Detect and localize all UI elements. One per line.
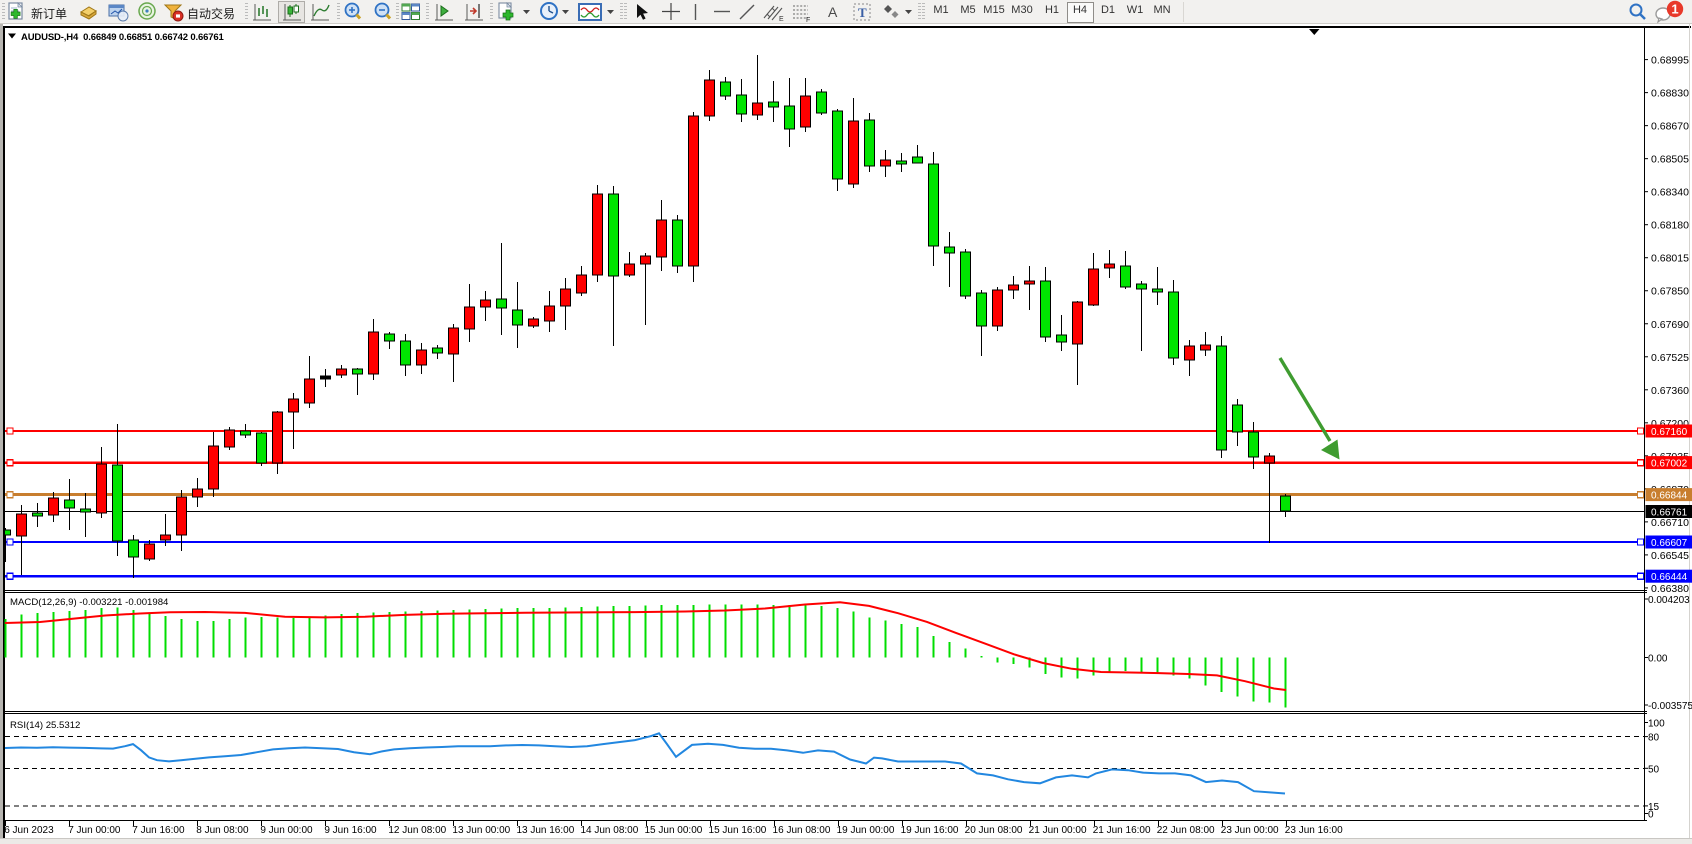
svg-text:T: T xyxy=(858,5,867,20)
svg-text:0: 0 xyxy=(1648,810,1654,821)
svg-text:9 Jun 16:00: 9 Jun 16:00 xyxy=(324,825,377,836)
svg-text:8 Jun 08:00: 8 Jun 08:00 xyxy=(196,825,249,836)
svg-text:6 Jun 2023: 6 Jun 2023 xyxy=(4,825,54,836)
svg-text:13 Jun 00:00: 13 Jun 00:00 xyxy=(452,825,510,836)
svg-text:15: 15 xyxy=(1648,802,1660,813)
svg-text:0.67690: 0.67690 xyxy=(1651,319,1689,331)
svg-text:0.67525: 0.67525 xyxy=(1651,352,1689,364)
svg-text:21 Jun 16:00: 21 Jun 16:00 xyxy=(1093,825,1151,836)
svg-text:80: 80 xyxy=(1648,733,1660,744)
svg-text:21 Jun 00:00: 21 Jun 00:00 xyxy=(1029,825,1087,836)
svg-text:A: A xyxy=(828,4,838,20)
svg-text:0.004203: 0.004203 xyxy=(1648,595,1690,606)
svg-text:0.67160: 0.67160 xyxy=(1651,427,1688,438)
svg-text:19 Jun 00:00: 19 Jun 00:00 xyxy=(837,825,895,836)
svg-text:7 Jun 00:00: 7 Jun 00:00 xyxy=(68,825,121,836)
svg-text:22 Jun 08:00: 22 Jun 08:00 xyxy=(1157,825,1215,836)
svg-text:15 Jun 00:00: 15 Jun 00:00 xyxy=(645,825,703,836)
svg-text:0.68340: 0.68340 xyxy=(1651,187,1689,199)
svg-text:-0.003575: -0.003575 xyxy=(1648,701,1692,712)
svg-text:16 Jun 08:00: 16 Jun 08:00 xyxy=(773,825,831,836)
svg-text:100: 100 xyxy=(1648,719,1665,730)
svg-text:1: 1 xyxy=(1671,2,1678,17)
svg-text:0.00: 0.00 xyxy=(1648,654,1668,665)
svg-text:0.67002: 0.67002 xyxy=(1651,459,1688,470)
svg-text:23 Jun 00:00: 23 Jun 00:00 xyxy=(1221,825,1279,836)
svg-text:20 Jun 08:00: 20 Jun 08:00 xyxy=(965,825,1023,836)
svg-text:15 Jun 16:00: 15 Jun 16:00 xyxy=(709,825,767,836)
svg-text:0.68505: 0.68505 xyxy=(1651,154,1689,166)
svg-text:14 Jun 08:00: 14 Jun 08:00 xyxy=(580,825,638,836)
svg-text:F: F xyxy=(806,17,810,24)
svg-text:0.68995: 0.68995 xyxy=(1651,55,1689,67)
svg-text:RSI(14) 25.5312: RSI(14) 25.5312 xyxy=(10,720,80,731)
svg-text:AUDUSD-,H4 0.66849 0.66851 0.: AUDUSD-,H4 0.66849 0.66851 0.66742 0.667… xyxy=(21,32,225,43)
svg-text:0.66545: 0.66545 xyxy=(1651,550,1689,562)
svg-text:23 Jun 16:00: 23 Jun 16:00 xyxy=(1285,825,1343,836)
svg-text:0.68180: 0.68180 xyxy=(1651,220,1689,232)
svg-text:MACD(12,26,9) -0.003221 -0.001: MACD(12,26,9) -0.003221 -0.001984 xyxy=(10,597,169,608)
svg-text:12 Jun 08:00: 12 Jun 08:00 xyxy=(388,825,446,836)
svg-text:19 Jun 16:00: 19 Jun 16:00 xyxy=(901,825,959,836)
svg-text:0.67360: 0.67360 xyxy=(1651,385,1689,397)
svg-text:0.66607: 0.66607 xyxy=(1651,538,1688,549)
svg-text:0.66380: 0.66380 xyxy=(1651,583,1689,595)
svg-text:0.68670: 0.68670 xyxy=(1651,121,1689,133)
svg-text:50: 50 xyxy=(1648,764,1660,775)
svg-text:0.67850: 0.67850 xyxy=(1651,286,1689,298)
svg-text:7 Jun 16:00: 7 Jun 16:00 xyxy=(132,825,185,836)
svg-text:0.66761: 0.66761 xyxy=(1651,508,1688,519)
svg-text:E: E xyxy=(779,16,784,23)
svg-text:9 Jun 00:00: 9 Jun 00:00 xyxy=(260,825,313,836)
svg-text:0.66710: 0.66710 xyxy=(1651,517,1689,529)
svg-text:0.66844: 0.66844 xyxy=(1651,491,1688,502)
svg-text:0.68830: 0.68830 xyxy=(1651,88,1689,100)
svg-text:0.68015: 0.68015 xyxy=(1651,253,1689,265)
svg-text:0.66444: 0.66444 xyxy=(1651,572,1688,583)
svg-text:13 Jun 16:00: 13 Jun 16:00 xyxy=(516,825,574,836)
